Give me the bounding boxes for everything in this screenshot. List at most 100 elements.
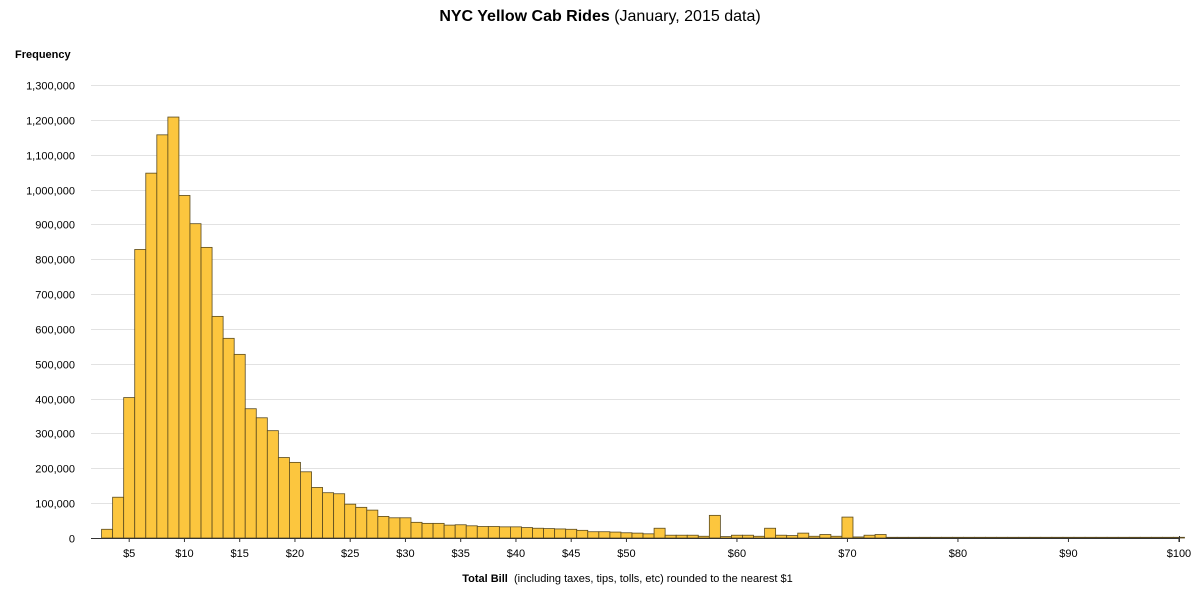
histogram-bars — [101, 116, 1185, 539]
x-tick-label: $60 — [728, 548, 746, 560]
histogram-bar — [742, 534, 754, 539]
histogram-bar — [609, 531, 622, 539]
histogram-bar — [731, 534, 743, 539]
histogram-bar — [465, 525, 478, 539]
x-tick-label: $40 — [507, 548, 525, 560]
histogram-bar — [985, 536, 998, 539]
histogram-bar — [322, 492, 335, 539]
chart-title-subtitle: (January, 2015 data) — [614, 8, 761, 25]
histogram-bar — [863, 534, 876, 539]
y-tick-label: 300,000 — [35, 429, 75, 441]
histogram-bar — [1150, 536, 1163, 539]
histogram-bar — [487, 526, 500, 539]
histogram-bar — [775, 534, 788, 539]
histogram-bar — [697, 535, 710, 539]
histogram-bar — [277, 457, 290, 539]
histogram-bar — [244, 408, 257, 539]
histogram-bar — [145, 172, 158, 539]
x-tick-label: $25 — [341, 548, 359, 560]
histogram-bar — [178, 195, 191, 539]
y-tick-label: 500,000 — [35, 360, 75, 372]
histogram-bar — [974, 536, 986, 539]
histogram-bar — [311, 487, 323, 539]
histogram-bar — [366, 509, 379, 539]
histogram-bar — [388, 517, 401, 539]
histogram-bar — [797, 532, 810, 539]
histogram-bar — [399, 517, 412, 539]
histogram-bar — [1139, 536, 1152, 539]
y-tick-label: 200,000 — [35, 464, 75, 476]
x-tick-label: $50 — [617, 548, 635, 560]
y-tick-label: 0 — [69, 534, 75, 546]
histogram-bar — [101, 528, 114, 539]
histogram-bar — [664, 534, 677, 539]
histogram-bar — [786, 535, 799, 539]
histogram-bar — [1051, 536, 1064, 539]
histogram-bar — [200, 246, 213, 539]
y-tick-labels: 0 100,000 200,000 300,000 400,000 500,000 600,… — [26, 81, 75, 546]
histogram-bar — [587, 531, 600, 539]
x-axis-label: Total Bill (including taxes, tips, tolls… — [0, 573, 1200, 585]
histogram-bar — [134, 249, 147, 539]
y-tick-label: 1,100,000 — [26, 151, 75, 163]
x-tick-label: $45 — [562, 548, 580, 560]
histogram-bar — [167, 116, 180, 539]
histogram-bar — [289, 461, 301, 539]
histogram-bar — [189, 223, 202, 539]
y-tick-label: 400,000 — [35, 395, 75, 407]
histogram-bar — [432, 522, 445, 539]
histogram-bar — [852, 536, 865, 539]
histogram-bar — [1062, 536, 1075, 539]
chart-title: NYC Yellow Cab Rides (January, 2015 data… — [0, 8, 1200, 26]
x-axis-label-rest: (including taxes, tips, tolls, etc) roun… — [507, 573, 793, 585]
x-tick-label: $35 — [452, 548, 470, 560]
x-tick-label: $20 — [286, 548, 304, 560]
histogram-bar — [377, 516, 390, 539]
histogram-bar — [963, 536, 975, 539]
x-tick-label: $70 — [838, 548, 856, 560]
x-tick-labels: $5 $10 $15 $20 $25 $30 $35 $40 $45 $50 $60 $70 $80 $9… — [123, 548, 1191, 560]
y-tick-label: 1,200,000 — [26, 116, 75, 128]
x-tick-label: $10 — [175, 548, 193, 560]
y-tick-label: 800,000 — [35, 255, 75, 267]
histogram-bar — [598, 531, 611, 539]
histogram-bar — [719, 536, 732, 539]
histogram-bar — [1007, 536, 1020, 539]
histogram-bar — [421, 522, 434, 539]
histogram-bar — [1128, 536, 1141, 539]
histogram-bar — [123, 397, 136, 539]
histogram-bar — [708, 514, 721, 539]
histogram-bar — [753, 535, 765, 539]
histogram-bar — [476, 526, 489, 539]
histogram-bar — [929, 536, 942, 539]
x-axis-label-bold: Total Bill — [462, 573, 508, 585]
y-tick-label: 100,000 — [35, 499, 75, 511]
histogram-bar — [764, 527, 777, 539]
histogram-bar — [918, 536, 931, 539]
histogram-bar — [211, 315, 224, 539]
y-tick-label: 700,000 — [35, 290, 75, 302]
histogram-bar — [1029, 536, 1042, 539]
x-tick-label: $15 — [231, 548, 249, 560]
histogram-bar — [554, 528, 567, 539]
histogram-bar — [344, 503, 357, 539]
histogram-bar — [565, 528, 578, 539]
x-tick-label: $80 — [949, 548, 967, 560]
histogram-bar — [896, 536, 909, 539]
histogram-bar — [443, 524, 456, 539]
histogram-bar — [885, 536, 898, 539]
x-tick-label: $30 — [396, 548, 414, 560]
histogram-bar — [510, 526, 522, 539]
chart-title-main: NYC Yellow Cab Rides — [439, 8, 610, 25]
histogram-bar — [940, 536, 953, 539]
histogram-bar — [952, 536, 964, 539]
histogram-bar — [543, 528, 556, 539]
histogram-bar — [874, 534, 887, 539]
histogram-bar — [1040, 536, 1053, 539]
histogram-bar — [355, 506, 368, 539]
histogram-bar — [1018, 536, 1031, 539]
histogram-bar — [156, 134, 169, 539]
histogram-bar — [1084, 536, 1097, 539]
histogram-bar — [686, 534, 699, 539]
